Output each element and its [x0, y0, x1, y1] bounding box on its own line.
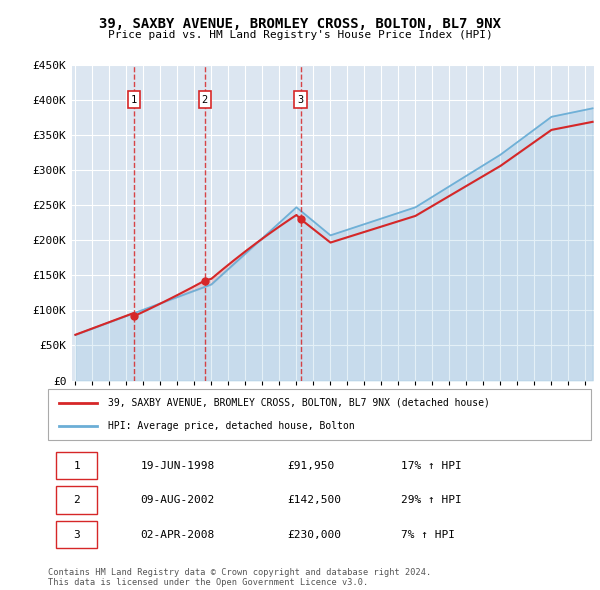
Text: £230,000: £230,000	[287, 530, 341, 539]
Text: 29% ↑ HPI: 29% ↑ HPI	[401, 495, 462, 505]
Text: Price paid vs. HM Land Registry's House Price Index (HPI): Price paid vs. HM Land Registry's House …	[107, 30, 493, 40]
Text: 02-APR-2008: 02-APR-2008	[140, 530, 215, 539]
FancyBboxPatch shape	[56, 452, 97, 479]
Text: 3: 3	[73, 530, 80, 539]
FancyBboxPatch shape	[56, 486, 97, 514]
Text: 09-AUG-2002: 09-AUG-2002	[140, 495, 215, 505]
Text: 2: 2	[73, 495, 80, 505]
Text: 19-JUN-1998: 19-JUN-1998	[140, 461, 215, 470]
Text: 39, SAXBY AVENUE, BROMLEY CROSS, BOLTON, BL7 9NX: 39, SAXBY AVENUE, BROMLEY CROSS, BOLTON,…	[99, 17, 501, 31]
Text: 3: 3	[298, 94, 304, 104]
Text: 17% ↑ HPI: 17% ↑ HPI	[401, 461, 462, 470]
Text: 1: 1	[131, 94, 137, 104]
Text: 2: 2	[202, 94, 208, 104]
Text: This data is licensed under the Open Government Licence v3.0.: This data is licensed under the Open Gov…	[48, 578, 368, 587]
Text: 7% ↑ HPI: 7% ↑ HPI	[401, 530, 455, 539]
Text: Contains HM Land Registry data © Crown copyright and database right 2024.: Contains HM Land Registry data © Crown c…	[48, 568, 431, 576]
Text: 39, SAXBY AVENUE, BROMLEY CROSS, BOLTON, BL7 9NX (detached house): 39, SAXBY AVENUE, BROMLEY CROSS, BOLTON,…	[108, 398, 490, 408]
FancyBboxPatch shape	[48, 389, 591, 440]
Text: £91,950: £91,950	[287, 461, 334, 470]
FancyBboxPatch shape	[56, 521, 97, 548]
Text: 1: 1	[73, 461, 80, 470]
Text: £142,500: £142,500	[287, 495, 341, 505]
Text: HPI: Average price, detached house, Bolton: HPI: Average price, detached house, Bolt…	[108, 421, 355, 431]
